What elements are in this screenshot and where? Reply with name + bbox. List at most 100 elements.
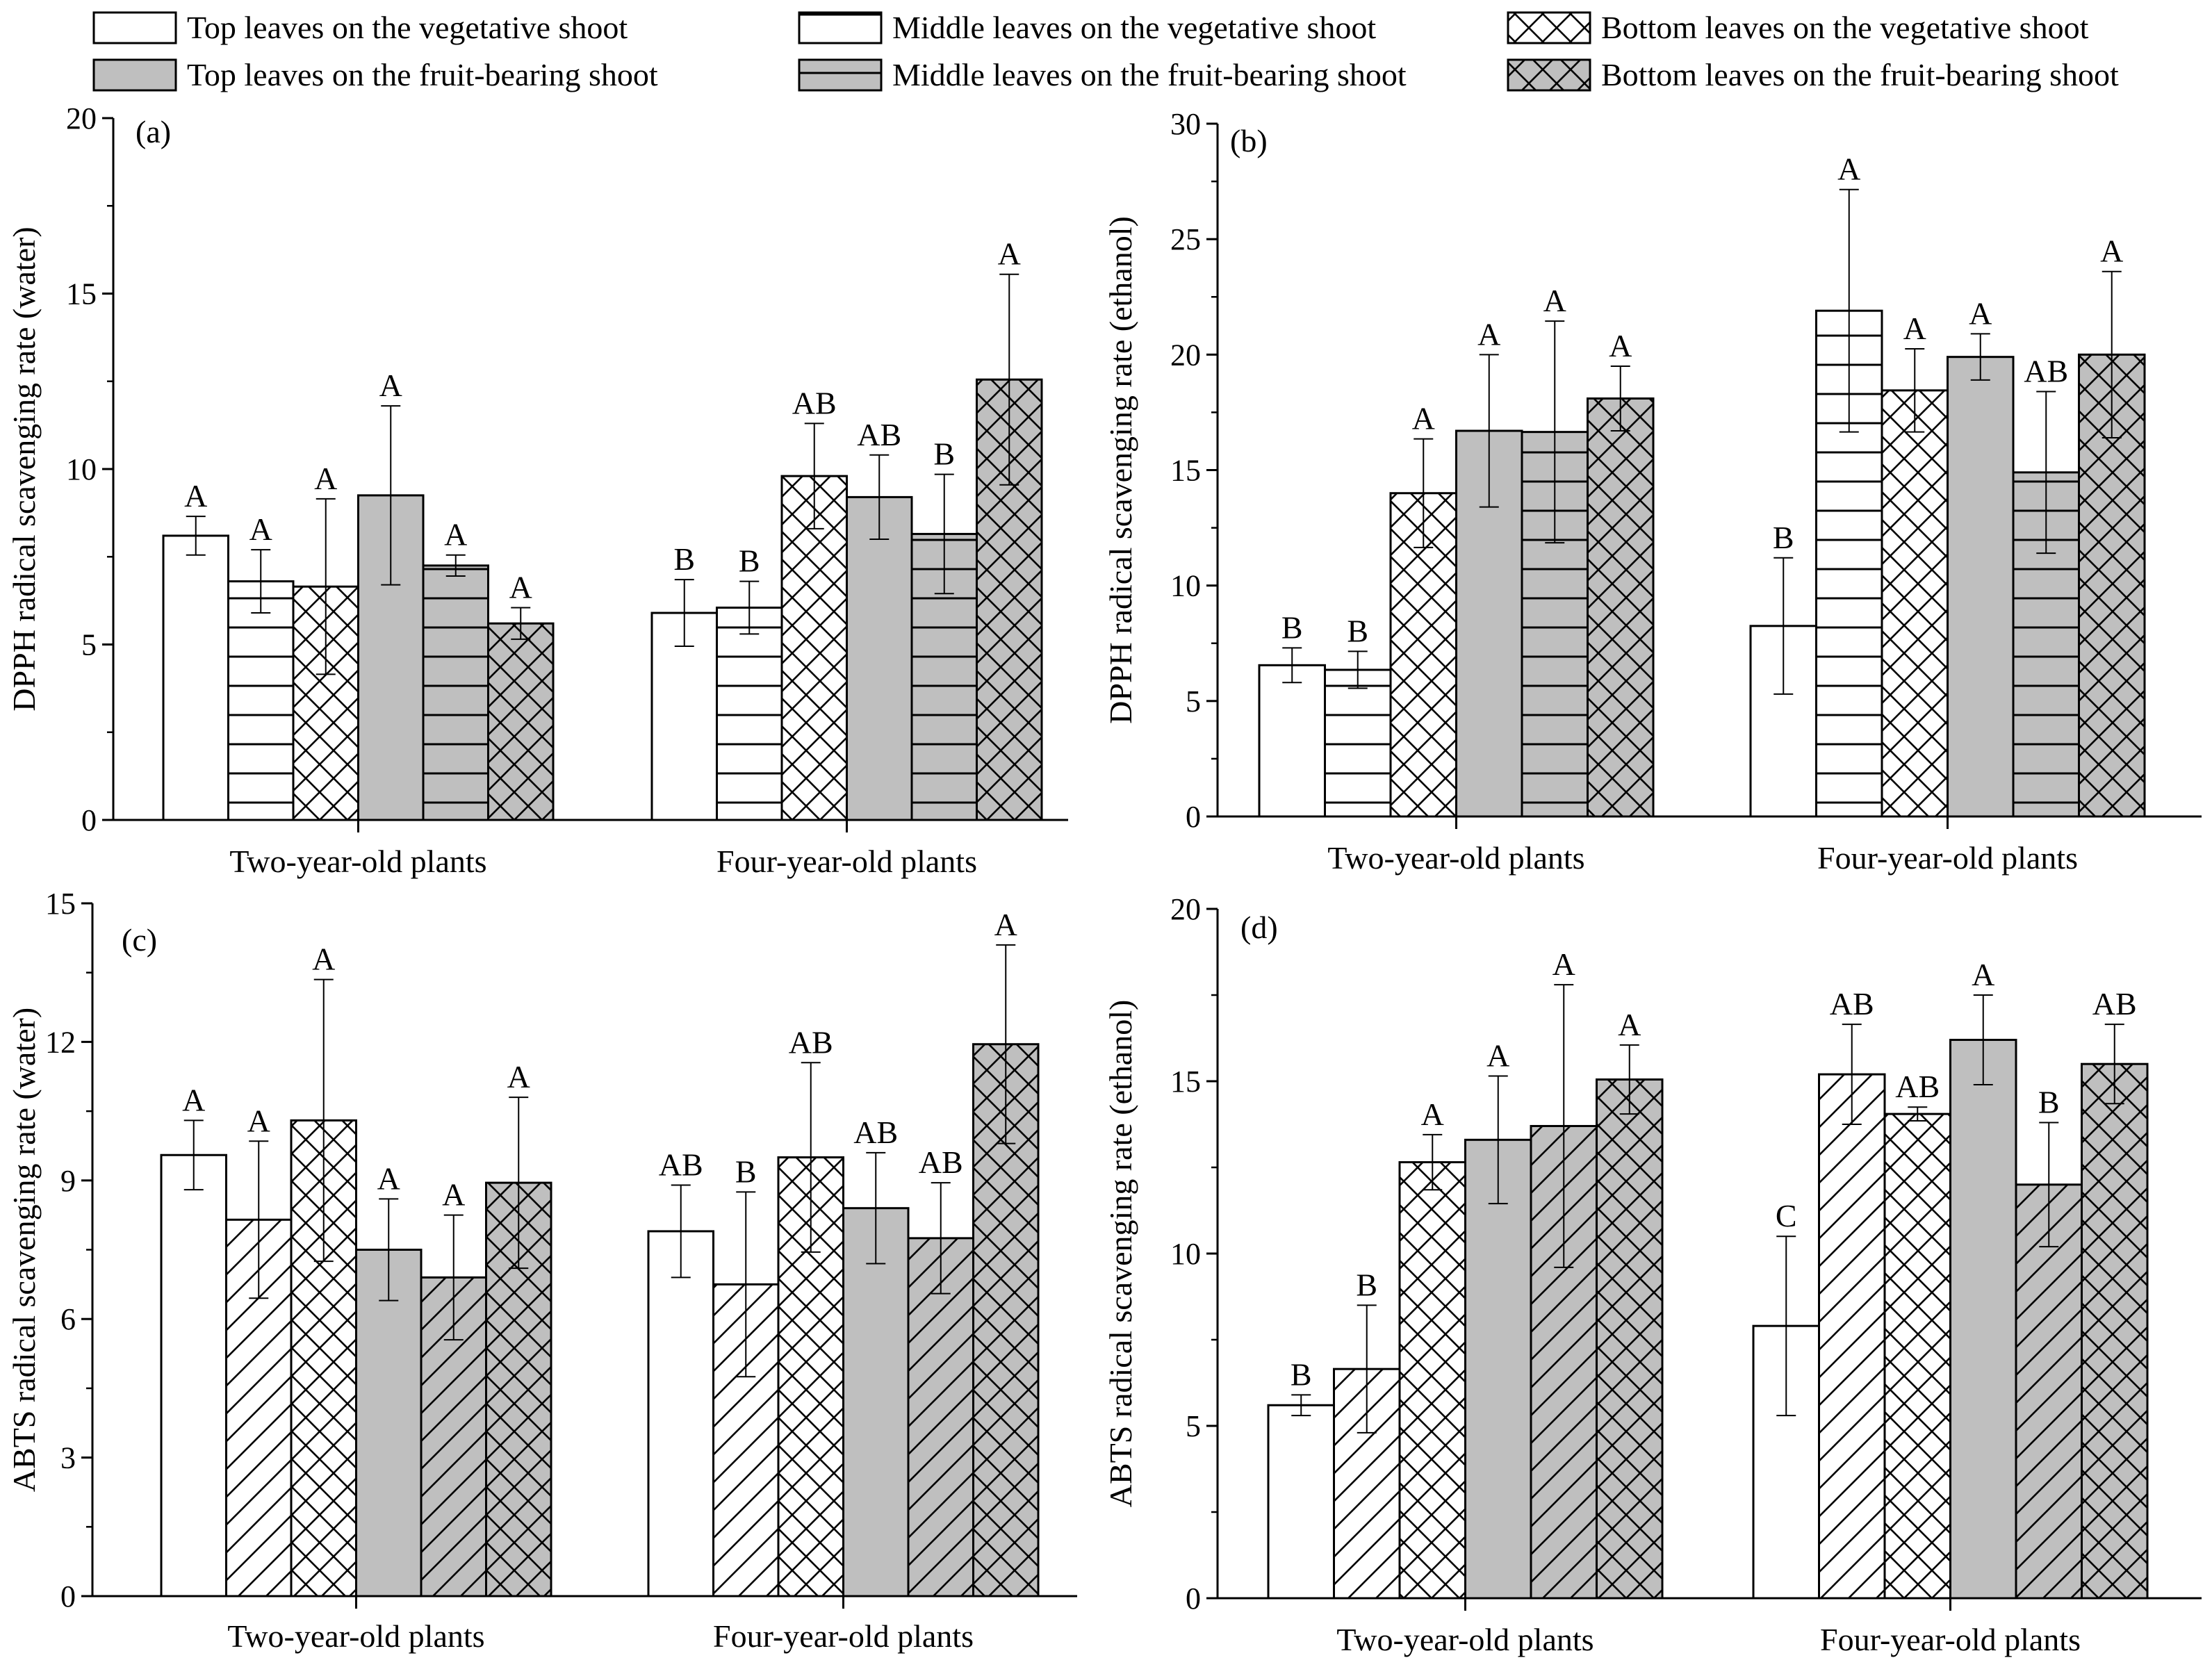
error-bar-1-1 <box>1282 647 1302 684</box>
y-axis-title: DPPH radical scavenging rate (ethanol) <box>1103 216 1138 724</box>
significance-label: A <box>1618 1007 1641 1042</box>
error-bar-2-1 <box>1357 1304 1377 1434</box>
bar-6-2 <box>2081 1062 2149 1600</box>
bar-4-1 <box>1464 1138 1532 1600</box>
bar-4-2 <box>1947 356 2015 818</box>
bar-3-2 <box>1881 389 1949 818</box>
error-bar-3-2 <box>804 422 824 529</box>
bar-fill <box>1947 356 2013 816</box>
y-tick-label: 0 <box>60 1579 76 1613</box>
significance-label: A <box>1969 295 1992 331</box>
y-tick-label: 6 <box>60 1302 76 1336</box>
bar-1-1 <box>1267 1404 1335 1600</box>
bar-2-2 <box>1818 1073 1886 1600</box>
y-axis-title: ABTS radical scavenging rate (ethanol) <box>1103 1000 1138 1508</box>
error-bar-5-2 <box>2036 391 2056 555</box>
y-tick-label: 5 <box>1186 1409 1201 1443</box>
significance-label: A <box>1609 328 1632 363</box>
bar-fill <box>163 535 229 820</box>
error-bar-4-2 <box>1973 994 1993 1085</box>
y-tick-label: 9 <box>60 1164 76 1198</box>
bar-fill <box>843 1208 908 1596</box>
error-bar-6-1 <box>1610 365 1630 432</box>
significance-label: B <box>1773 520 1794 555</box>
legend-swatch-6 <box>1507 58 1591 92</box>
y-tick-label: 12 <box>45 1025 76 1059</box>
significance-label: AB <box>659 1147 703 1182</box>
error-bar-3-1 <box>313 978 334 1263</box>
bar-4-1 <box>355 1249 423 1598</box>
significance-label: A <box>1972 957 1994 992</box>
significance-label: A <box>377 1160 400 1196</box>
y-tick-label: 15 <box>1170 454 1201 488</box>
bar-6-1 <box>1596 1078 1664 1600</box>
significance-label: B <box>673 541 695 577</box>
significance-label: A <box>249 511 272 547</box>
panel-tag: (b) <box>1230 123 1268 158</box>
error-bar-5-2 <box>2039 1122 2059 1248</box>
error-bar-6-2 <box>2102 270 2122 438</box>
error-bar-5-1 <box>443 1214 464 1341</box>
error-bar-2-2 <box>739 580 760 635</box>
y-tick-label: 15 <box>45 887 76 921</box>
bar-fill <box>1268 1405 1334 1598</box>
bar-pattern <box>1819 1074 1885 1598</box>
significance-label: AB <box>857 417 901 452</box>
legend-swatch-pattern <box>798 58 883 92</box>
significance-label: AB <box>1830 986 1874 1021</box>
y-tick-label: 5 <box>81 628 97 662</box>
bar-fill <box>1259 665 1325 816</box>
error-bar-4-1 <box>379 1198 399 1301</box>
y-tick-label: 30 <box>1170 107 1201 141</box>
bar-3-1 <box>1398 1161 1466 1600</box>
bar-6-1 <box>487 622 555 821</box>
error-bar-6-2 <box>2104 1024 2124 1105</box>
y-tick-label: 3 <box>60 1441 76 1475</box>
error-bar-4-2 <box>869 454 890 540</box>
significance-label: B <box>735 1153 757 1189</box>
significance-label: A <box>444 517 467 552</box>
y-tick-label: 15 <box>1170 1065 1201 1099</box>
significance-label: A <box>182 1082 205 1117</box>
legend-swatch-5 <box>798 58 883 92</box>
error-bar-1-1 <box>186 516 206 556</box>
significance-label: A <box>509 569 532 605</box>
y-tick-label: 0 <box>1186 1582 1201 1616</box>
significance-label: B <box>2038 1085 2060 1120</box>
error-bar-1-1 <box>1291 1394 1311 1417</box>
error-bar-2-2 <box>1842 1024 1862 1125</box>
error-bar-4-2 <box>1970 333 1990 381</box>
significance-label: A <box>184 478 207 514</box>
bar-fill <box>1465 1140 1531 1598</box>
significance-label: A <box>1412 401 1435 436</box>
y-tick-label: 20 <box>66 101 97 136</box>
error-bar-3-2 <box>801 1062 821 1253</box>
legend-label-4: Top leaves on the fruit-bearing shoot <box>187 57 658 92</box>
panel-b: 0 5 10 15 20 25 30 DPPH radical scavenging rate… <box>1103 107 2202 876</box>
bar-4-2 <box>842 1207 910 1598</box>
panel-tag: (c) <box>122 922 157 958</box>
legend-swatch-pattern <box>1507 58 1591 92</box>
bar-3-2 <box>1883 1112 1951 1600</box>
bar-5-2 <box>907 1237 974 1598</box>
error-bar-4-1 <box>1488 1075 1508 1205</box>
bar-fill <box>356 1249 421 1596</box>
error-bar-2-1 <box>249 1140 269 1299</box>
panel-tag: (d) <box>1240 910 1278 945</box>
error-bar-6-2 <box>999 273 1019 486</box>
error-bar-1-2 <box>1776 1235 1796 1417</box>
bar-2-1 <box>1324 668 1392 818</box>
bar-pattern <box>1885 1114 1951 1598</box>
error-bar-1-1 <box>183 1119 204 1191</box>
x-tick-label: Four-year-old plants <box>716 844 977 879</box>
y-tick-label: 10 <box>1170 1237 1201 1271</box>
error-bar-5-1 <box>1554 984 1574 1268</box>
bar-6-1 <box>1587 397 1655 818</box>
bar-3-2 <box>780 475 848 821</box>
significance-label: AB <box>919 1144 963 1180</box>
significance-label: A <box>998 236 1021 272</box>
bar-fill <box>652 613 717 820</box>
error-bar-3-2 <box>1908 1106 1928 1122</box>
bar-pattern <box>716 607 782 820</box>
legend-swatch-bg <box>92 11 177 44</box>
